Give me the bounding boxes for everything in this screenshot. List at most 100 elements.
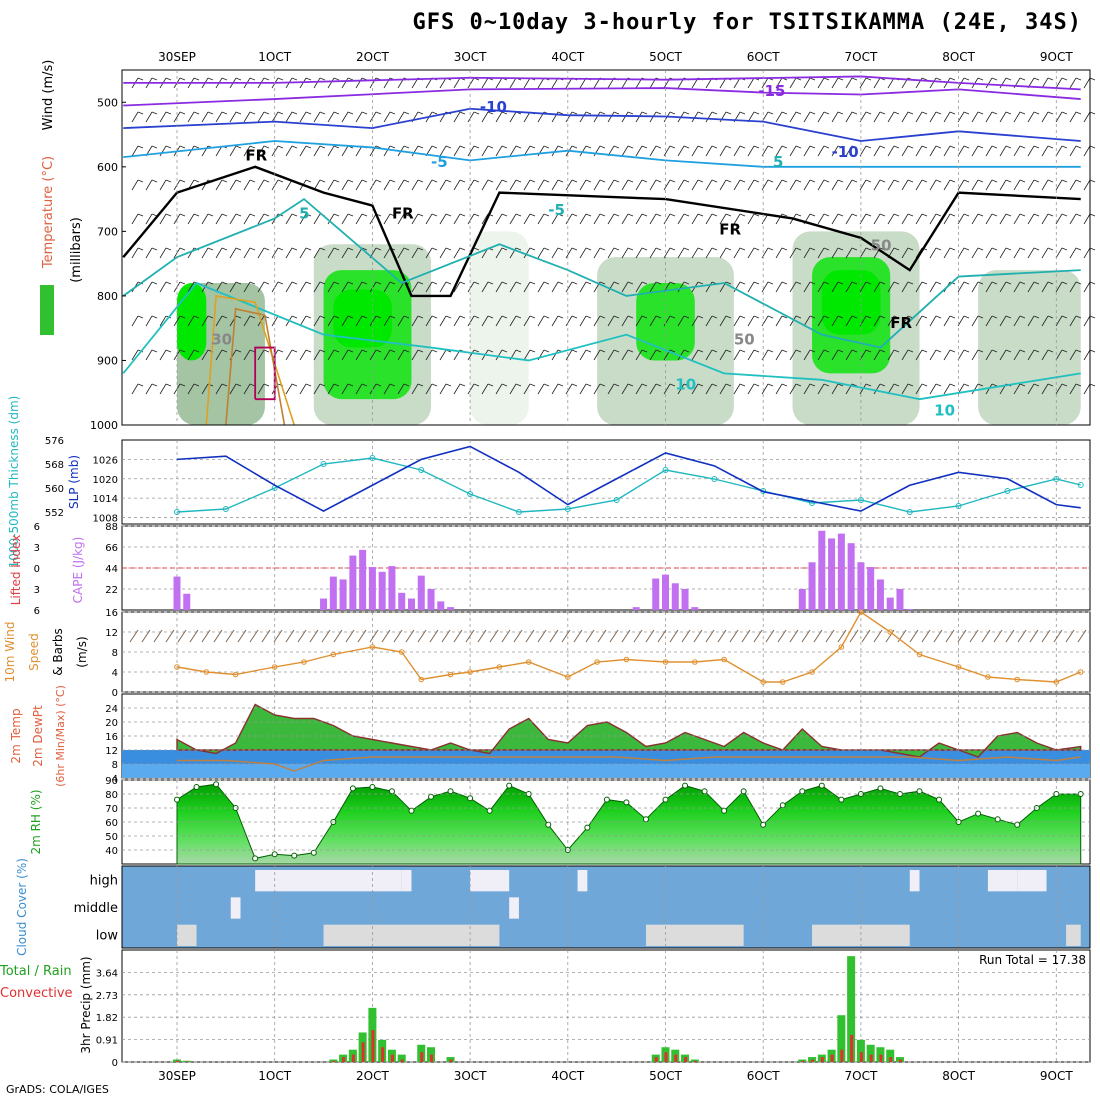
precip-convective-bar <box>449 1059 453 1062</box>
wind-barb <box>697 349 704 353</box>
precip-tick-label: 0.91 <box>96 1036 118 1047</box>
thickness-point <box>857 497 864 503</box>
wind-barb <box>823 383 830 387</box>
wind-barb <box>789 179 797 191</box>
wind-barb <box>285 281 293 293</box>
slp-tick-label: 1026 <box>93 455 118 466</box>
surface-wind-barb <box>753 629 763 643</box>
wind-barb <box>621 213 629 225</box>
wind-barb <box>873 77 881 89</box>
wind-barb <box>439 281 447 293</box>
wind-barb <box>943 179 951 191</box>
rh-point <box>213 781 220 788</box>
wind-barb <box>865 145 872 149</box>
wind-barb <box>299 213 307 225</box>
wind-barb <box>921 349 928 353</box>
wind-barb <box>425 383 433 395</box>
wind-barb <box>907 383 914 387</box>
wind-barb <box>355 145 363 157</box>
wind-barb <box>523 315 531 327</box>
wind-speed-point <box>692 659 698 665</box>
wind-barb <box>1019 77 1026 81</box>
wind-barb <box>585 111 592 115</box>
wind-barb <box>887 315 895 327</box>
wind-barb <box>389 145 396 149</box>
wind-barb <box>403 213 410 217</box>
wind-barb <box>361 247 368 251</box>
wind-barb <box>999 77 1007 89</box>
thickness-line <box>176 457 1081 513</box>
wind-barb <box>1047 247 1054 251</box>
wind-barb <box>299 349 307 361</box>
wind-speed-point <box>232 671 239 678</box>
wind-barb <box>151 179 158 183</box>
wind-barb <box>355 111 363 123</box>
wind-barb <box>137 315 144 319</box>
surface-wind-barb <box>177 629 187 643</box>
wind-barb <box>543 383 550 387</box>
wind-barb <box>481 213 489 225</box>
wind-barb <box>215 315 223 327</box>
wind-barb <box>971 383 979 395</box>
wind-barb <box>733 383 741 395</box>
wind-barb <box>459 179 466 183</box>
wind-barb <box>383 179 391 191</box>
wind-barb <box>347 281 354 285</box>
wind-barb <box>753 315 760 319</box>
wind-barb <box>627 247 634 251</box>
wind-barb <box>249 247 256 251</box>
rh-point <box>1014 821 1021 828</box>
contour-label: -10 <box>832 143 859 161</box>
wind-barb <box>361 179 368 183</box>
wind-barb <box>1005 315 1012 319</box>
wind-barb <box>1027 349 1035 361</box>
wind-barb <box>627 281 634 285</box>
wind-barb <box>635 145 643 157</box>
wind-barb <box>411 213 419 225</box>
wind-barb <box>1005 247 1012 251</box>
cape-bar <box>906 609 914 610</box>
rh-point <box>721 807 728 814</box>
wind-barb <box>921 111 928 115</box>
cape-bar <box>339 579 347 610</box>
thickness-point <box>320 461 327 467</box>
wind-barb <box>775 179 783 191</box>
wind-barb <box>1061 315 1068 319</box>
wind-barb <box>999 349 1007 361</box>
wind-barb <box>691 145 699 157</box>
wind-barb <box>915 111 923 123</box>
wind-barb <box>543 247 550 251</box>
wind-barb <box>1061 213 1068 217</box>
wind-barb <box>151 247 158 251</box>
wind-barb <box>733 213 741 225</box>
wind-barb <box>249 281 256 285</box>
wind-barb <box>991 213 998 217</box>
wind-barb <box>1041 315 1049 327</box>
wind-barb <box>291 315 298 319</box>
wind-barb <box>193 315 200 319</box>
wind-barb <box>725 111 732 115</box>
wind-barb <box>313 145 321 157</box>
wind-barb <box>943 349 951 361</box>
wind-barb <box>851 77 858 81</box>
wind-barb <box>249 349 256 353</box>
wind-barb <box>179 179 186 183</box>
wind-barb <box>985 349 993 361</box>
wind-barb <box>1075 247 1082 251</box>
wind-barb <box>879 315 886 319</box>
wind-barb <box>389 315 396 319</box>
wind-barb <box>487 349 494 353</box>
wind-barb <box>487 145 494 149</box>
wind-barb <box>1083 315 1091 327</box>
wind-barb <box>803 247 811 259</box>
wind-barb <box>459 213 466 217</box>
wind-barb <box>319 281 326 285</box>
wind-barb <box>991 349 998 353</box>
wind-barb <box>957 213 965 225</box>
wind-barb <box>327 111 335 123</box>
wind-barb <box>229 179 237 191</box>
precip-tick-label: 1.82 <box>96 1013 118 1024</box>
wind-barb <box>509 145 517 157</box>
rh-point <box>877 785 884 792</box>
wind-barb <box>537 179 545 191</box>
